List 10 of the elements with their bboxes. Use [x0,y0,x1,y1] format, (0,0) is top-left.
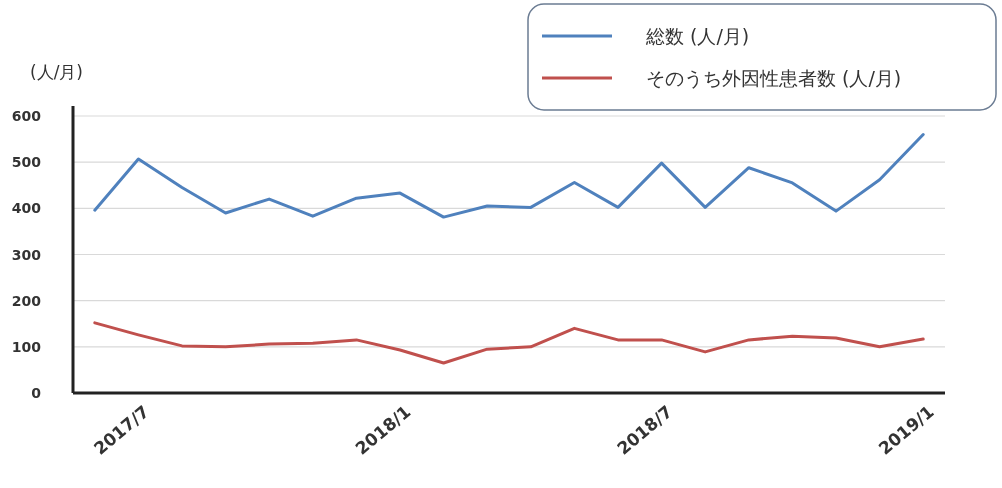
y-tick-label: 300 [11,246,42,263]
y-axis-title: (人/月) [30,62,83,82]
y-tick-label: 200 [11,292,42,309]
y-tick-label: 100 [11,338,42,355]
legend-label: 総数 (人/月) [645,25,750,47]
y-tick-label: 500 [11,154,42,171]
legend-label: そのうち外因性患者数 (人/月) [646,67,902,89]
y-tick-label: 400 [11,200,42,217]
y-tick-label: 600 [11,108,42,124]
y-tick-label: 0 [31,385,42,401]
